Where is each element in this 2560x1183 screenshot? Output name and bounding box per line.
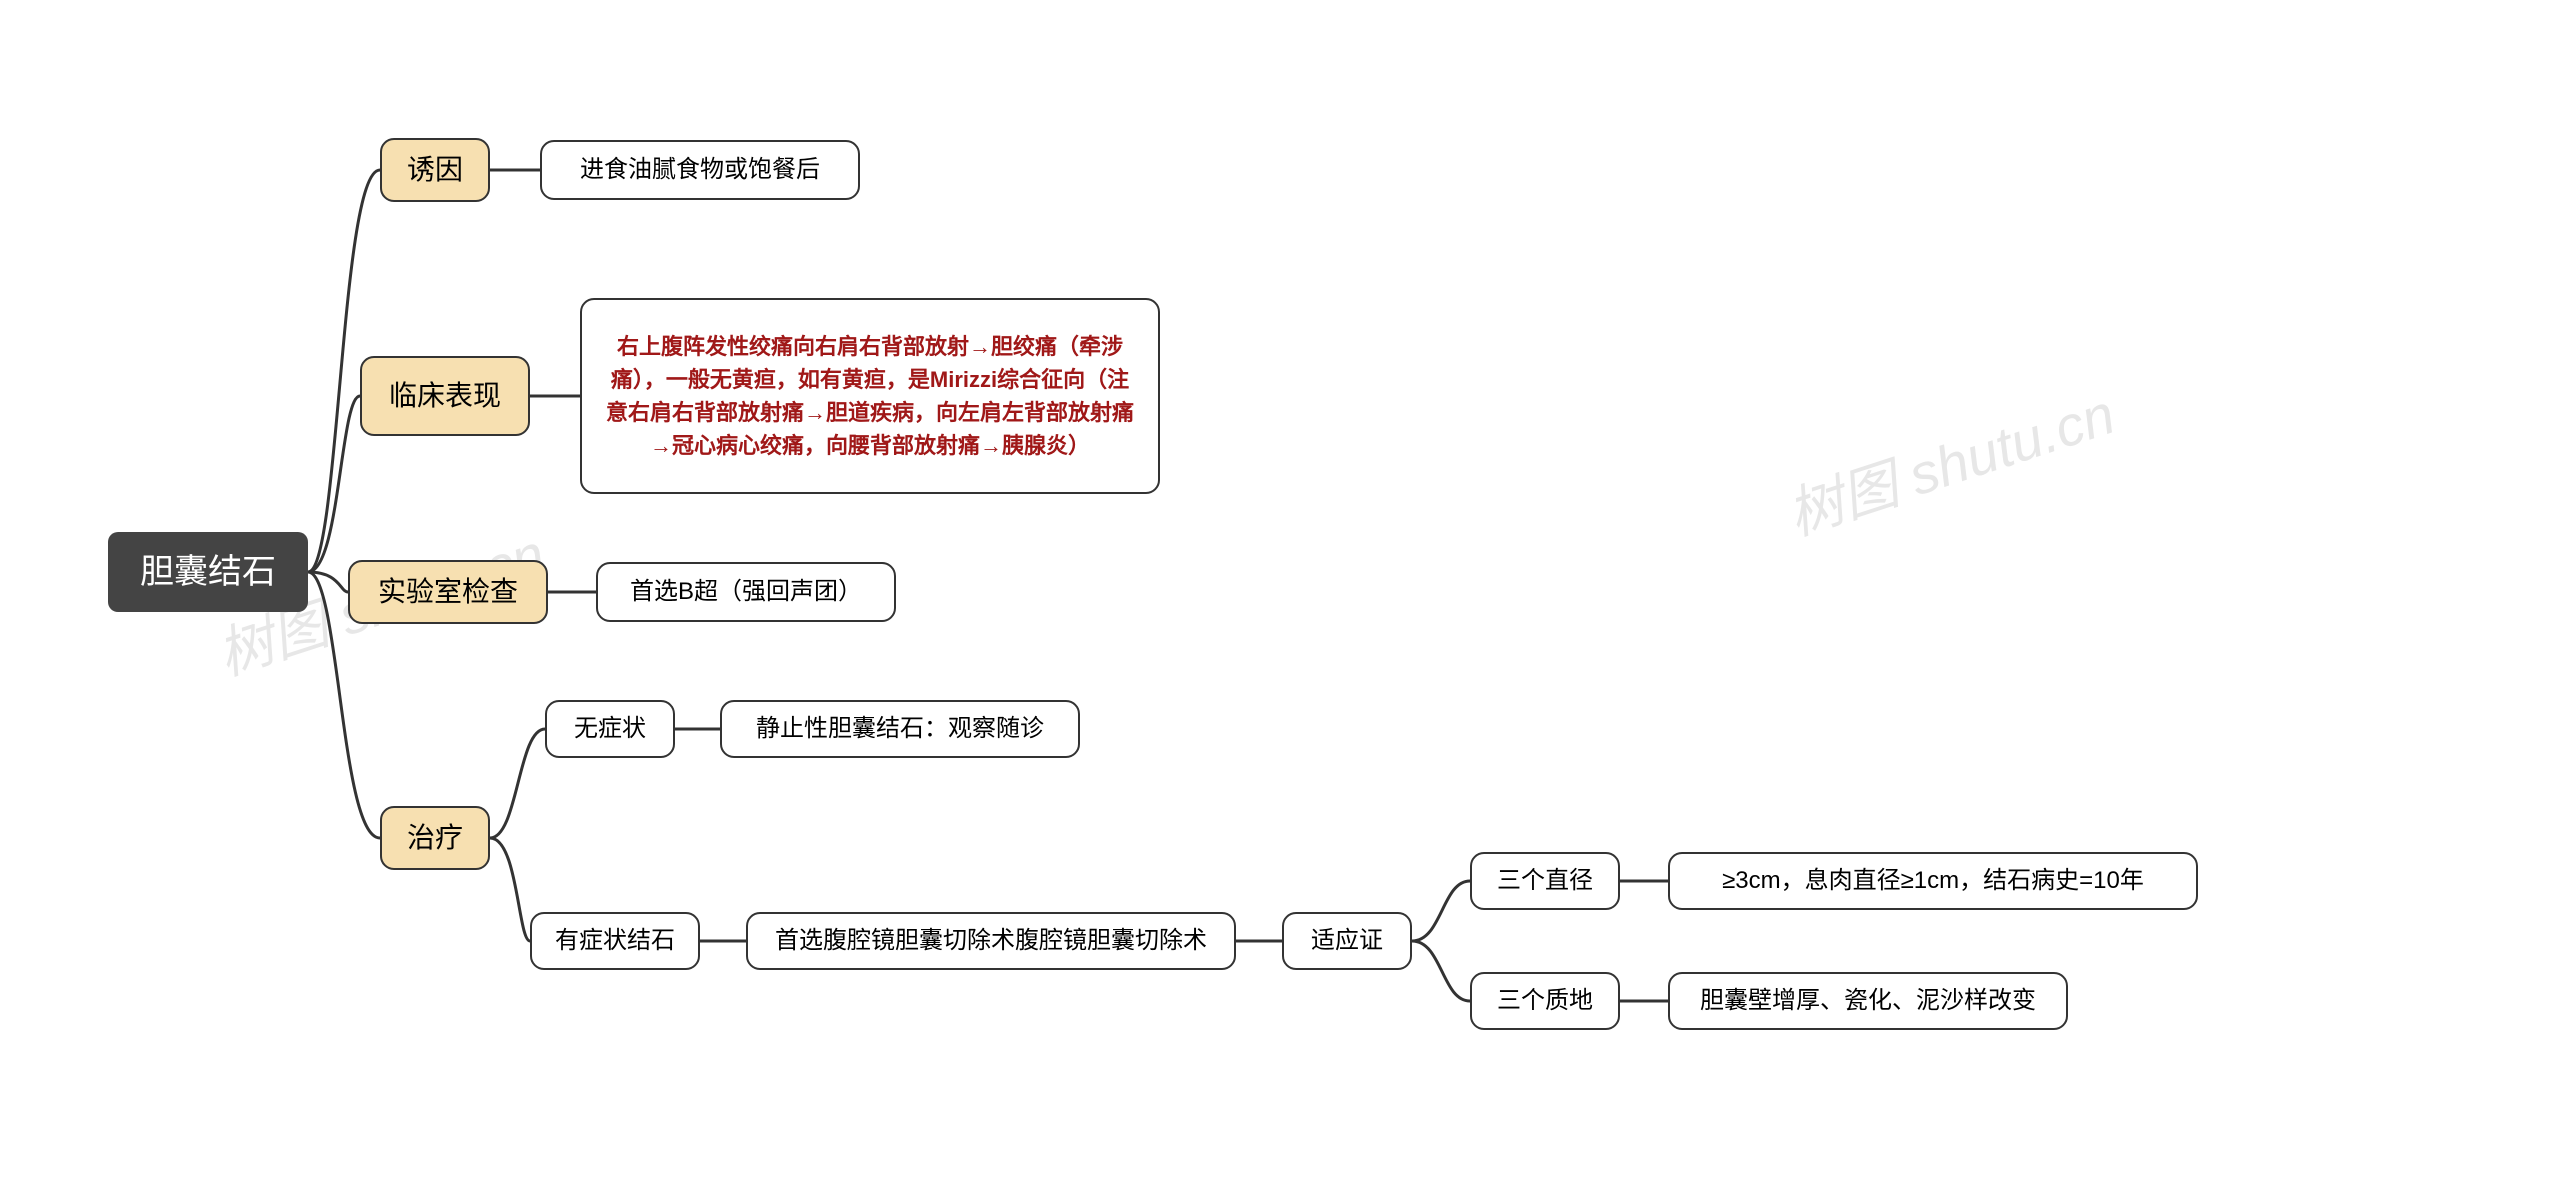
node-label: 临床表现 [389,375,501,417]
node-label: 实验室检查 [378,571,518,613]
node-symptomatic[interactable]: 有症状结石 [530,912,700,970]
node-diameter[interactable]: 三个直径 [1470,852,1620,910]
node-label: 右上腹阵发性绞痛向右肩右背部放射→胆绞痛（牵涉痛），一般无黄疸，如有黄疸，是Mi… [600,330,1140,462]
node-label: 适应证 [1311,923,1383,959]
node-lab[interactable]: 实验室检查 [348,560,548,624]
node-label: 治疗 [407,817,463,859]
root-node[interactable]: 胆囊结石 [108,532,308,612]
node-cause-detail[interactable]: 进食油腻食物或饱餐后 [540,140,860,200]
node-diameter-detail[interactable]: ≥3cm，息肉直径≥1cm，结石病史=10年 [1668,852,2198,910]
node-label: 胆囊壁增厚、瓷化、泥沙样改变 [1700,983,2036,1019]
node-label: ≥3cm，息肉直径≥1cm，结石病史=10年 [1722,863,2144,899]
node-asymptomatic-detail[interactable]: 静止性胆囊结石：观察随诊 [720,700,1080,758]
node-indication[interactable]: 适应证 [1282,912,1412,970]
node-lab-detail[interactable]: 首选B超（强回声团） [596,562,896,622]
root-label: 胆囊结石 [140,547,276,598]
node-clinical-detail[interactable]: 右上腹阵发性绞痛向右肩右背部放射→胆绞痛（牵涉痛），一般无黄疸，如有黄疸，是Mi… [580,298,1160,494]
node-label: 三个质地 [1497,983,1593,1019]
node-label: 无症状 [574,711,646,747]
node-clinical[interactable]: 临床表现 [360,356,530,436]
node-label: 首选B超（强回声团） [630,574,862,610]
node-label: 静止性胆囊结石：观察随诊 [756,711,1044,747]
node-treatment[interactable]: 治疗 [380,806,490,870]
node-label: 诱因 [407,149,463,191]
node-label: 进食油腻食物或饱餐后 [580,152,820,188]
node-cause[interactable]: 诱因 [380,138,490,202]
watermark: 树图 shutu.cn [1776,370,2124,552]
node-asymptomatic[interactable]: 无症状 [545,700,675,758]
node-symptomatic-detail[interactable]: 首选腹腔镜胆囊切除术腹腔镜胆囊切除术 [746,912,1236,970]
node-label: 三个直径 [1497,863,1593,899]
node-label: 首选腹腔镜胆囊切除术腹腔镜胆囊切除术 [775,923,1207,959]
node-label: 有症状结石 [555,923,675,959]
node-texture[interactable]: 三个质地 [1470,972,1620,1030]
node-texture-detail[interactable]: 胆囊壁增厚、瓷化、泥沙样改变 [1668,972,2068,1030]
